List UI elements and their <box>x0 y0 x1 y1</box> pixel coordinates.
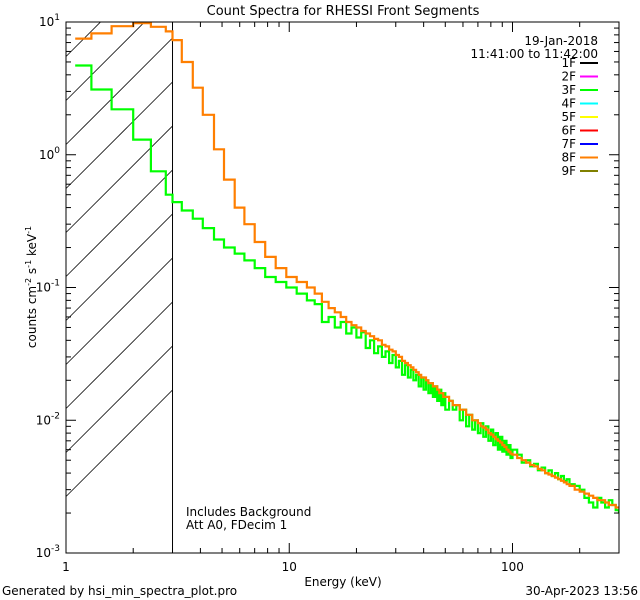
x-tick-label: 100 <box>501 560 524 574</box>
y-tick-label: 10-2 <box>36 411 60 427</box>
hatch-line <box>66 169 173 277</box>
x-axis-label: Energy (keV) <box>304 575 381 589</box>
hatch-line <box>66 301 173 409</box>
legend-label-3F: 3F <box>561 83 576 97</box>
series-line-8F <box>75 22 619 509</box>
legend-label-9F: 9F <box>561 164 576 178</box>
hatch-line <box>66 389 173 497</box>
plot-frame <box>65 21 620 554</box>
x-tick-label: 1 <box>62 560 70 574</box>
hatch-line <box>66 125 173 233</box>
footer-generated-by: Generated by hsi_min_spectra_plot.pro <box>2 584 237 598</box>
legend-date: 19-Jan-2018 <box>524 34 598 48</box>
hatch-line <box>66 0 173 13</box>
y-tick-label: 10-3 <box>36 544 60 560</box>
legend-label-1F: 1F <box>561 56 576 70</box>
footer-timestamp: 30-Apr-2023 13:56 <box>525 584 638 598</box>
y-tick-label: 100 <box>39 146 60 162</box>
annotation-attenuator: Att A0, FDecim 1 <box>186 518 287 532</box>
hatch-line <box>66 213 173 321</box>
legend-label-5F: 5F <box>561 110 576 124</box>
hatched-region <box>66 0 174 553</box>
hatch-line <box>66 22 102 57</box>
chart-title: Count Spectra for RHESSI Front Segments <box>207 4 480 19</box>
legend-label-7F: 7F <box>561 137 576 151</box>
hatch-line <box>66 22 146 101</box>
hatch-line <box>66 345 173 453</box>
y-tick-label: 10-1 <box>36 279 60 295</box>
legend-label-6F: 6F <box>561 124 576 138</box>
y-axis-label: counts cm-2 s-1 keV-1 <box>24 226 39 348</box>
legend-label-4F: 4F <box>561 97 576 111</box>
legend-time-range: 11:41:00 to 11:42:00 <box>471 47 598 61</box>
series-line-3F <box>75 64 619 513</box>
y-tick-label: 101 <box>39 13 60 29</box>
x-tick-label: 10 <box>282 560 297 574</box>
legend: 19-Jan-2018 11:41:00 to 11:42:00 1F2F3F4… <box>471 34 598 178</box>
annotation-background: Includes Background <box>186 505 311 519</box>
hatch-line <box>66 81 173 189</box>
series-layer <box>75 22 619 513</box>
axis-ticks: 1 10 100 101 100 10-1 10-2 10-3 <box>36 13 620 574</box>
legend-label-8F: 8F <box>561 151 576 165</box>
hatch-line <box>66 37 173 145</box>
legend-label-2F: 2F <box>561 70 576 84</box>
hatch-line <box>66 257 173 365</box>
